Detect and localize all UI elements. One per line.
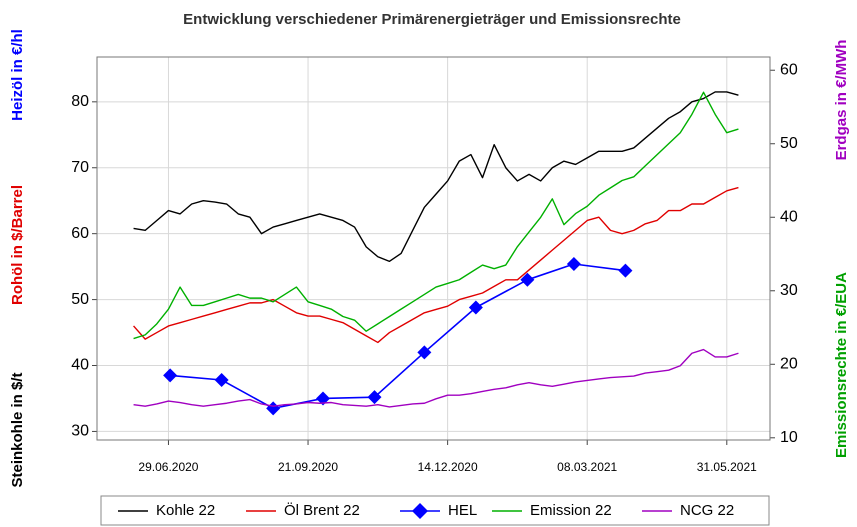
- plot-frame: [96, 56, 771, 441]
- legend-label: Emission 22: [530, 502, 612, 519]
- y2-tick-label: 40: [780, 208, 798, 225]
- chart-title: Entwicklung verschiedener Primärenergiet…: [183, 11, 681, 28]
- legend-label: NCG 22: [680, 502, 734, 519]
- y-axis-label: Heizöl in €/hl: [9, 29, 26, 121]
- legend-label: Öl Brent 22: [284, 501, 360, 519]
- legend-label: HEL: [448, 502, 477, 519]
- x-tick-label: 14.12.2020: [418, 460, 478, 474]
- y-tick-label: 60: [71, 225, 89, 242]
- x-tick-label: 29.06.2020: [138, 460, 198, 474]
- series-line: [133, 348, 739, 408]
- y-tick-label: 30: [71, 423, 89, 440]
- data-point: [266, 401, 281, 416]
- legend-label: Kohle 22: [156, 502, 215, 519]
- y-axis-label: Steinkohle in $/t: [9, 372, 26, 487]
- y-axis-label: Rohöl in $/Barrel: [9, 185, 26, 305]
- x-tick-label: 21.09.2020: [278, 460, 338, 474]
- y-tick-label: 50: [71, 291, 89, 308]
- y2-axis-label: Erdgas in €/MWh: [833, 40, 850, 161]
- data-point: [214, 373, 229, 388]
- data-point: [315, 391, 330, 406]
- data-point: [468, 300, 483, 315]
- y-tick-label: 40: [71, 357, 89, 374]
- x-tick-label: 31.05.2021: [697, 460, 757, 474]
- data-point: [618, 263, 633, 278]
- series-line: [133, 91, 739, 263]
- y-tick-label: 70: [71, 159, 89, 176]
- data-point: [566, 256, 581, 271]
- y2-axis-label: Emissionsrechte in €/EUA: [833, 272, 850, 458]
- y2-tick-label: 20: [780, 356, 798, 373]
- x-tick-label: 08.03.2021: [557, 460, 617, 474]
- series-line: [133, 91, 739, 340]
- y2-tick-label: 50: [780, 135, 798, 152]
- data-point: [417, 345, 432, 360]
- y2-tick-label: 60: [780, 61, 798, 78]
- y2-tick-label: 10: [780, 429, 798, 446]
- data-point: [367, 390, 382, 405]
- series-line: [133, 186, 739, 344]
- legend-marker: [412, 503, 428, 519]
- data-point: [520, 272, 535, 287]
- y2-tick-label: 30: [780, 282, 798, 299]
- data-point: [163, 368, 178, 383]
- series-line: [170, 263, 626, 410]
- y-tick-label: 80: [71, 93, 89, 110]
